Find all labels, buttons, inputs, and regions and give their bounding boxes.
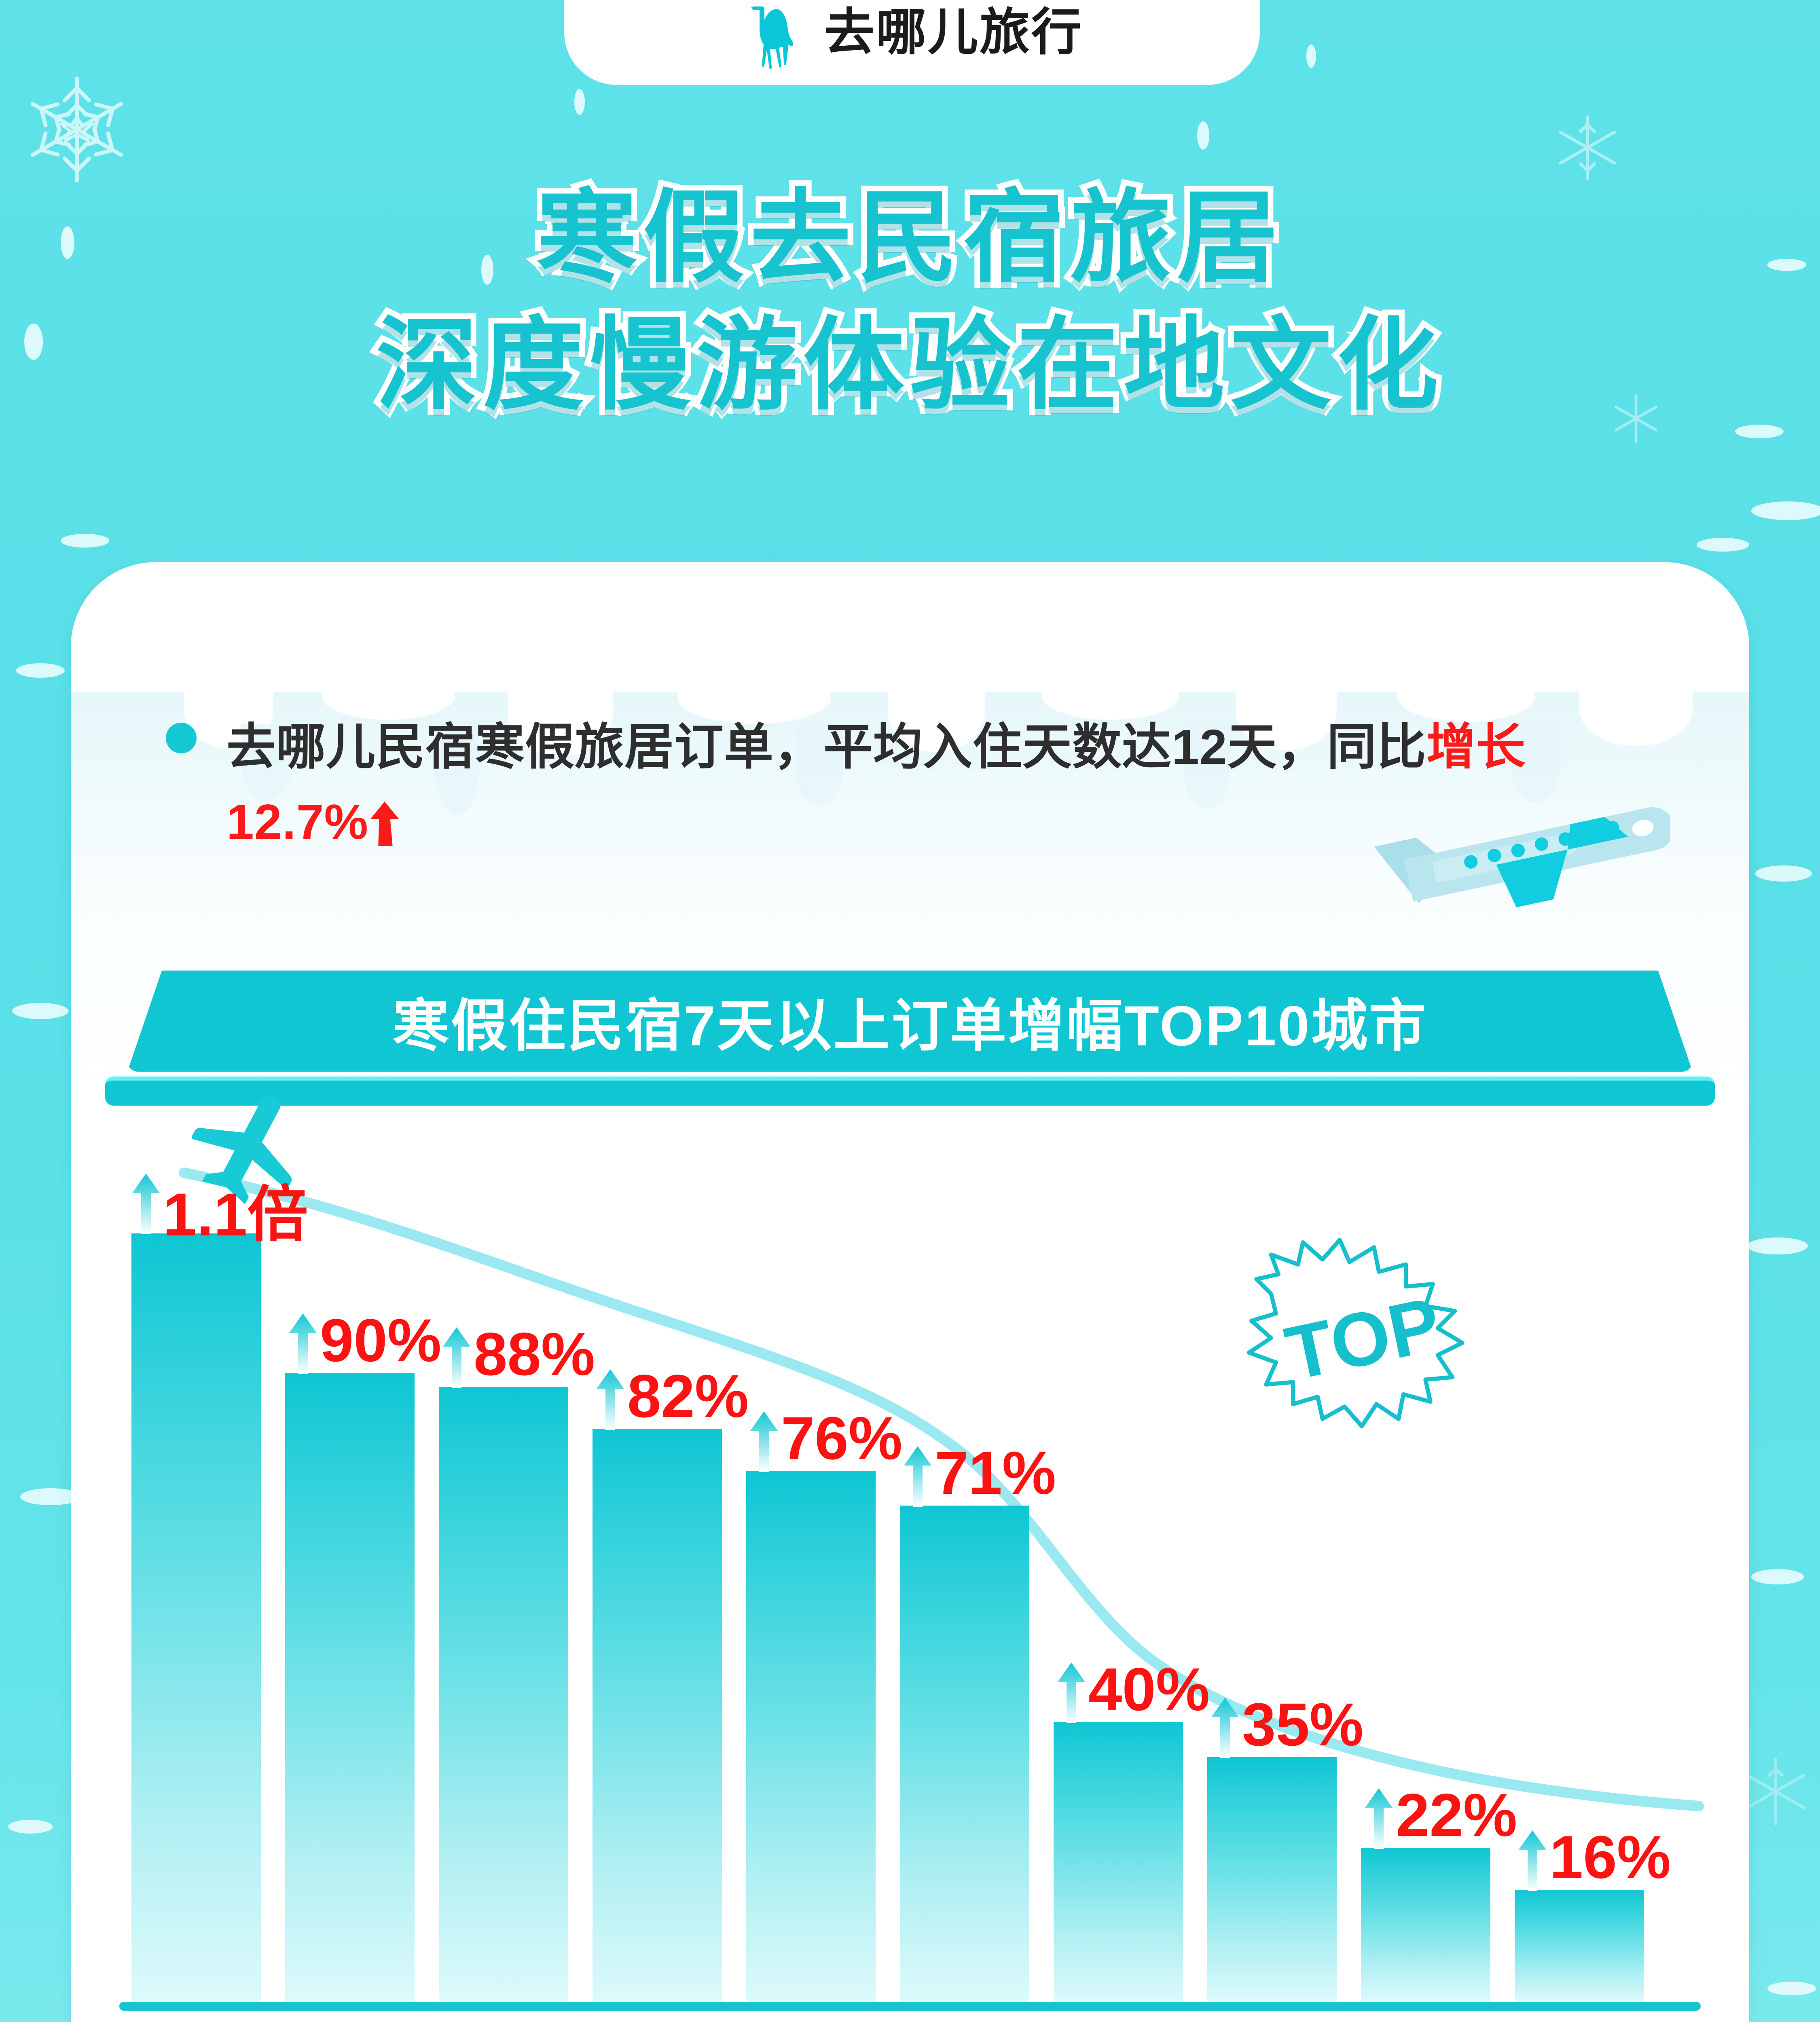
snow-particle bbox=[12, 1003, 69, 1019]
snowflake-icon bbox=[1559, 115, 1616, 180]
bar-10 bbox=[1515, 1890, 1644, 2002]
bullet-text: 去哪儿民宿寒假旅居订单，平均入住天数达12天，同比增长12.7% bbox=[226, 710, 1581, 860]
value-label-6: 71% bbox=[935, 1439, 1056, 1507]
up-arrow-icon bbox=[1519, 1830, 1546, 1891]
bar-5 bbox=[746, 1471, 876, 2002]
snowflake-icon bbox=[1615, 394, 1657, 443]
snow-particle bbox=[1767, 259, 1806, 271]
snow-particle bbox=[1735, 425, 1784, 438]
snow-cap bbox=[71, 562, 1749, 692]
icicle bbox=[888, 671, 985, 752]
banner-plate: 寒假住民宿7天以上订单增幅TOP10城市 bbox=[127, 971, 1693, 1072]
section-banner: 寒假住民宿7天以上订单增幅TOP10城市 bbox=[105, 971, 1715, 1106]
airplane-icon bbox=[1374, 807, 1670, 907]
bar-3 bbox=[439, 1387, 568, 2002]
snow-particle bbox=[1747, 1237, 1808, 1254]
snow-particle bbox=[574, 89, 585, 115]
snow-particle bbox=[1755, 865, 1812, 882]
snow-particle bbox=[1751, 501, 1820, 520]
top-badge: TOP bbox=[1247, 1237, 1464, 1428]
small-airplane-icon bbox=[192, 1095, 292, 1204]
up-arrow-icon bbox=[370, 802, 399, 846]
snowflake-icon bbox=[1746, 1758, 1805, 1825]
value-label-10: 16% bbox=[1549, 1823, 1671, 1891]
bullet-highlight: 增长12.7% bbox=[226, 719, 1526, 850]
poster-title: 寒假去民宿旅居 深度慢游体验在地文化 bbox=[0, 174, 1820, 429]
title-line-2: 深度慢游体验在地文化 bbox=[370, 303, 1444, 427]
value-label-7: 40% bbox=[1088, 1655, 1210, 1723]
snow-particle bbox=[8, 1820, 53, 1834]
banner-title: 寒假住民宿7天以上订单增幅TOP10城市 bbox=[392, 994, 1428, 1058]
value-label-5: 76% bbox=[781, 1404, 903, 1472]
up-arrow-icon bbox=[904, 1446, 931, 1507]
icicle-shadow bbox=[795, 724, 843, 805]
icicle bbox=[1041, 671, 1179, 720]
icicle-shadow bbox=[241, 724, 293, 801]
value-label-4: 82% bbox=[627, 1362, 749, 1430]
bar-8 bbox=[1207, 1757, 1337, 2002]
bar-7 bbox=[1054, 1722, 1183, 2002]
up-arrow-icon bbox=[750, 1411, 778, 1472]
bullet-text-main: 去哪儿民宿寒假旅居订单，平均入住天数达12天，同比 bbox=[226, 719, 1426, 774]
value-label-9: 22% bbox=[1396, 1781, 1517, 1849]
bar-4 bbox=[593, 1429, 722, 2002]
icicle-shadow bbox=[1183, 722, 1230, 809]
snow-particle bbox=[16, 663, 65, 678]
snow-particle bbox=[1751, 1569, 1804, 1584]
up-arrow-icon bbox=[443, 1327, 470, 1388]
value-label-2: 90% bbox=[320, 1306, 442, 1374]
bullet-statement: 去哪儿民宿寒假旅居订单，平均入住天数达12天，同比增长12.7% bbox=[166, 710, 1581, 860]
title-line-1: 寒假去民宿旅居 bbox=[531, 176, 1284, 300]
bar-9 bbox=[1361, 1848, 1490, 2002]
snow-particle bbox=[24, 324, 43, 360]
up-arrow-icon bbox=[289, 1313, 317, 1374]
value-label-3: 88% bbox=[474, 1320, 595, 1388]
brand-logo-pill: 去哪儿旅行 bbox=[564, 0, 1260, 85]
up-arrow-icon bbox=[1365, 1788, 1393, 1849]
snow-particle bbox=[61, 534, 109, 548]
up-arrow-icon bbox=[1211, 1698, 1239, 1758]
up-arrow-icon bbox=[597, 1369, 624, 1430]
bar-1 bbox=[131, 1233, 261, 2002]
plot-area bbox=[123, 1140, 1701, 2002]
icicle bbox=[1236, 671, 1337, 750]
icicle bbox=[677, 671, 831, 724]
icicle-shadow bbox=[1511, 724, 1561, 803]
icicle bbox=[1579, 671, 1693, 746]
bullet-dot-icon bbox=[166, 723, 197, 753]
top-badge-label: TOP bbox=[1278, 1281, 1448, 1396]
value-label-8: 35% bbox=[1242, 1690, 1364, 1758]
snow-particle bbox=[1306, 44, 1316, 68]
snow-particle bbox=[1197, 121, 1209, 150]
bar-6 bbox=[900, 1506, 1029, 2002]
snowflake-icon bbox=[31, 76, 123, 182]
snow-particle bbox=[1697, 538, 1749, 552]
icicle bbox=[1397, 671, 1535, 722]
banner-pedestal bbox=[105, 1077, 1715, 1106]
snow-particle bbox=[481, 255, 493, 285]
camel-icon bbox=[751, 6, 793, 69]
up-arrow-icon bbox=[132, 1174, 160, 1234]
icicle bbox=[322, 671, 455, 720]
bar-2 bbox=[285, 1373, 415, 2002]
snow-particle bbox=[1767, 1982, 1816, 1995]
up-arrow-icon bbox=[1058, 1662, 1085, 1723]
icicle bbox=[508, 671, 613, 756]
value-label-1: 1.1倍 bbox=[163, 1180, 308, 1248]
chart-baseline bbox=[119, 2002, 1701, 2011]
icicle-shadow bbox=[435, 722, 479, 815]
brand-name: 去哪儿旅行 bbox=[824, 4, 1083, 60]
snow-particle bbox=[61, 226, 74, 259]
